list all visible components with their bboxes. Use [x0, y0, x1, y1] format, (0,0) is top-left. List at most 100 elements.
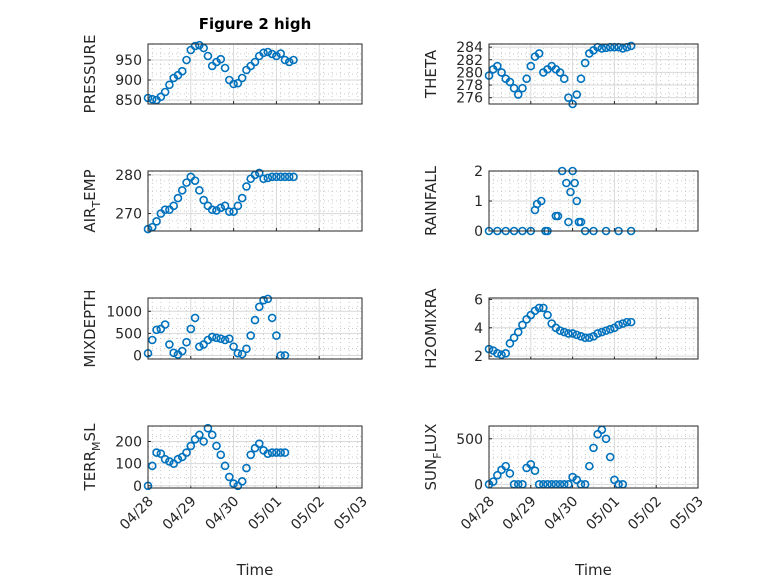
panel-4-axis-box — [488, 170, 699, 232]
panel-2-y-tick-label: 280 — [456, 65, 483, 81]
panel-3-data-point — [263, 173, 273, 183]
panel-1-data-point — [272, 51, 281, 61]
panel-7-y-tick-label: 200 — [115, 435, 142, 451]
panel-4-y-tick-label: 1 — [474, 194, 483, 210]
panel-4-y-tick-label: 2 — [474, 164, 483, 180]
panel-5-data-point — [199, 340, 208, 349]
panel-8-data-point — [589, 443, 598, 453]
panel-4-y-tick-label: 0 — [474, 224, 483, 240]
panel-2-data-point — [518, 83, 527, 93]
panel-7-y-tick-label: 100 — [115, 457, 142, 473]
panel-2-data-point — [493, 61, 502, 71]
panel-1-data-point — [203, 51, 213, 61]
panel-2-data-point — [580, 58, 590, 68]
panel-5-data-point — [259, 295, 268, 305]
panel-7-data-point — [254, 439, 264, 449]
panel-6-data-point — [568, 329, 577, 338]
panel-1-data-point — [165, 80, 174, 90]
panel-7-data-point — [225, 472, 234, 482]
panel-2-data-point — [618, 44, 628, 53]
panel-5-data-point — [177, 346, 187, 356]
panel-7-data-point — [250, 443, 260, 453]
panel-8-data-point — [585, 461, 594, 471]
panel-7-data-point — [276, 448, 285, 457]
panel-7-background — [148, 426, 362, 488]
panel-7-data-point — [182, 448, 191, 457]
panel-7-data-point — [152, 448, 161, 457]
panel-7-data-point — [216, 450, 226, 460]
panel-3-data-point — [280, 172, 290, 182]
panel-7-x-tick-label: 04/30 — [203, 494, 243, 534]
panel-1-data-point — [160, 87, 170, 97]
panel-1-data-point — [289, 55, 298, 65]
panel-7-y-tick-label: 0 — [133, 479, 142, 495]
panel-7-data-point — [280, 448, 290, 457]
panel-8-y-tick-label: 500 — [456, 432, 483, 448]
panel-3-data-point — [225, 207, 234, 216]
panel-6-data-point — [501, 349, 511, 358]
panel-6-data-point — [493, 349, 502, 358]
panel-7-data-point — [242, 463, 251, 473]
panel-6-data-point — [626, 317, 636, 327]
panel-8-data-point — [530, 466, 540, 475]
panel-5-data-point — [207, 332, 217, 342]
panel-3-data-point — [229, 207, 238, 216]
panel-6-data-point — [593, 329, 602, 338]
panel-4-ylabel: RAINFALL — [422, 165, 440, 236]
panel-6-data-point — [572, 330, 582, 340]
panel-7-data-point — [186, 441, 196, 451]
panel-8-data-point — [488, 477, 498, 486]
panel-2-axis-box — [488, 43, 699, 105]
panel-8-data-point — [505, 469, 515, 478]
panel-1-data-point — [263, 47, 273, 57]
panel-5-data-point — [152, 325, 161, 335]
panel-3-data-point — [233, 201, 243, 211]
panel-7-x-tick-label: 05/02 — [288, 494, 328, 534]
panel-5-data-point — [182, 337, 191, 347]
panel-4-data-point — [564, 217, 573, 227]
panel-3-data-point — [177, 186, 187, 195]
panel-1-data-point — [267, 49, 277, 59]
panel-8-ylabel: SUNFLUX — [422, 424, 444, 491]
panel-5-data-point — [233, 348, 243, 358]
panel-3-data-point — [216, 203, 226, 213]
panel-2-data-point — [597, 44, 607, 53]
figure-title: Figure 2 high — [199, 15, 312, 33]
panel-3-data-point — [182, 178, 191, 187]
panel-6-axis-box — [488, 297, 699, 360]
panel-4-data-point — [553, 211, 563, 221]
panel-7-data-point — [195, 430, 204, 440]
panel-8-x-tick-label: 04/28 — [458, 494, 498, 534]
panel-7-data-point — [237, 477, 247, 486]
panel-7-data-point — [212, 441, 221, 451]
panel-1-y-tick-label: 950 — [115, 53, 142, 69]
panel-4-data-point — [570, 178, 579, 188]
panel-5-y-tick-label: 0 — [133, 348, 142, 364]
panel-7-data-point — [263, 449, 273, 458]
panel-3-y-tick-label: 270 — [115, 207, 142, 223]
panel-5-data-point — [190, 313, 200, 323]
panel-7-axis-box — [147, 425, 363, 489]
panel-1-data-point — [216, 54, 226, 64]
panel-7-data-point — [147, 461, 157, 471]
panel-6-y-tick-label: 4 — [474, 321, 483, 337]
panel-6-y-tick-label: 2 — [474, 349, 483, 365]
panel-7-xlabel: Time — [236, 561, 274, 579]
panel-1-ylabel: PRESSURE — [81, 35, 99, 114]
panel-5-background — [148, 298, 362, 359]
panel-6-data-point — [618, 319, 628, 328]
panel-4-data-point — [562, 178, 571, 188]
panel-1-axis-box — [147, 43, 363, 105]
panel-7-ylabel: TERRMSL — [81, 423, 103, 492]
panel-2-data-point — [509, 83, 519, 93]
panel-6-data-point — [497, 350, 506, 360]
panel-1-data-point — [280, 55, 290, 65]
panel-8-x-tick-label: 04/30 — [542, 494, 582, 534]
panel-7-data-point — [203, 423, 213, 433]
panel-8-axis-box — [488, 425, 699, 489]
panel-5-data-point — [212, 333, 221, 343]
panel-4-data-point — [576, 217, 586, 227]
panel-7-data-point — [233, 481, 243, 491]
panel-1-data-point — [233, 78, 243, 88]
